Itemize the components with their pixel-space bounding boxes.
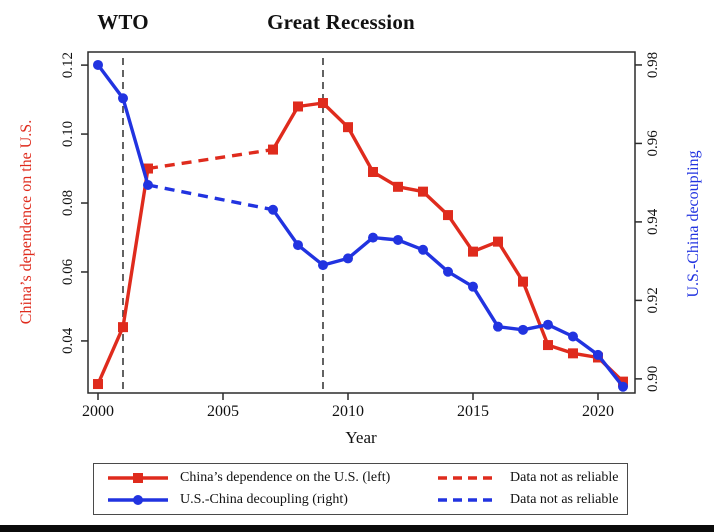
data-point-marker [418,186,428,197]
right-tick-label: 0.90 [645,366,661,392]
data-point-marker [268,204,278,215]
legend-label: China’s dependence on the U.S. (left) [180,470,391,485]
bottom-edge-bar [0,525,714,532]
right-axis-title: U.S.-China decoupling [685,150,702,298]
data-point-marker [143,163,153,174]
legend-item-red-unreliable: Data not as reliable [436,467,621,489]
data-point-marker [568,331,578,342]
right-tick-label: 0.96 [645,130,661,157]
series-line-dashed [147,147,274,171]
data-point-marker [543,340,553,351]
x-tick-label: 2010 [332,403,364,420]
blue-dashed-swatch-icon [438,498,498,502]
data-point-marker [343,122,353,133]
right-axis: 0.90 0.92 0.94 0.96 0.98 [635,52,661,392]
data-point-marker [318,260,328,271]
red-solid-square-swatch-icon [108,473,168,483]
data-point-marker [493,236,503,247]
legend-item-dependence: China’s dependence on the U.S. (left) [106,467,436,489]
data-point-marker [443,266,453,277]
legend-label: Data not as reliable [510,492,619,507]
series-dependence [93,98,628,390]
guide-lines [122,58,324,393]
left-tick-label: 0.10 [60,121,76,147]
data-point-marker [318,98,328,109]
left-tick-label: 0.06 [60,258,76,285]
data-point-marker [143,180,153,191]
data-point-marker [418,244,428,255]
data-point-marker [618,381,628,392]
left-tick-label: 0.08 [60,190,76,216]
data-point-marker [518,324,528,335]
blue-solid-circle-swatch-icon [108,495,168,505]
legend-label: Data not as reliable [510,470,619,485]
x-tick-label: 2005 [207,403,239,420]
data-point-marker [118,93,128,104]
data-point-marker [468,246,478,257]
data-point-marker [293,240,303,251]
great-recession-annotation: Great Recession [267,10,415,34]
swatch-marker [133,473,143,483]
data-point-marker [93,379,103,390]
x-axis-title: Year [345,428,377,447]
data-point-marker [343,253,353,264]
x-tick-label: 2000 [82,403,114,420]
data-point-marker [368,232,378,243]
data-point-marker [543,319,553,330]
series-line-dashed [147,183,274,212]
x-tick-label: 2020 [582,403,614,420]
wto-annotation: WTO [97,10,149,34]
series-decoupling [93,59,628,392]
legend: China’s dependence on the U.S. (left) U.… [93,463,628,515]
left-tick-label: 0.12 [60,52,76,78]
right-tick-label: 0.92 [645,287,661,313]
data-point-marker [93,59,103,70]
left-axis-title: China’s dependence on the U.S. [18,119,35,325]
legend-label: U.S.-China decoupling (right) [180,492,348,507]
legend-item-decoupling: U.S.-China decoupling (right) [106,489,436,511]
data-point-marker [393,234,403,245]
dependence-decoupling-line-chart: 2000 2005 2010 2015 2020 0.04 0.06 0.08 0.10 0.12… [60,51,661,420]
data-point-marker [393,181,403,192]
data-point-marker [493,321,503,332]
data-point-marker [593,349,603,360]
data-point-marker [118,322,128,333]
data-point-marker [268,144,278,155]
data-point-marker [443,210,453,221]
legend-item-blue-unreliable: Data not as reliable [436,489,621,511]
series-line-solid [271,208,625,388]
x-axis: 2000 2005 2010 2015 2020 [82,393,614,420]
swatch-marker [133,495,143,505]
x-tick-label: 2015 [457,403,489,420]
data-point-marker [293,101,303,112]
right-tick-label: 0.98 [645,52,661,78]
data-point-marker [568,348,578,359]
data-point-marker [468,281,478,292]
right-tick-label: 0.94 [645,208,661,235]
left-axis: 0.04 0.06 0.08 0.10 0.12 [60,52,88,354]
data-point-marker [368,166,378,177]
red-dashed-swatch-icon [438,476,498,480]
data-point-marker [518,276,528,287]
data-point-marker [618,376,628,387]
left-tick-label: 0.04 [60,327,76,354]
